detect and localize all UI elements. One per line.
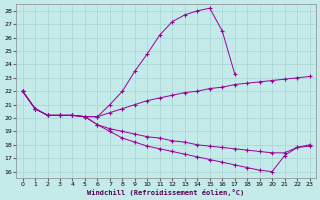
- X-axis label: Windchill (Refroidissement éolien,°C): Windchill (Refroidissement éolien,°C): [87, 189, 245, 196]
